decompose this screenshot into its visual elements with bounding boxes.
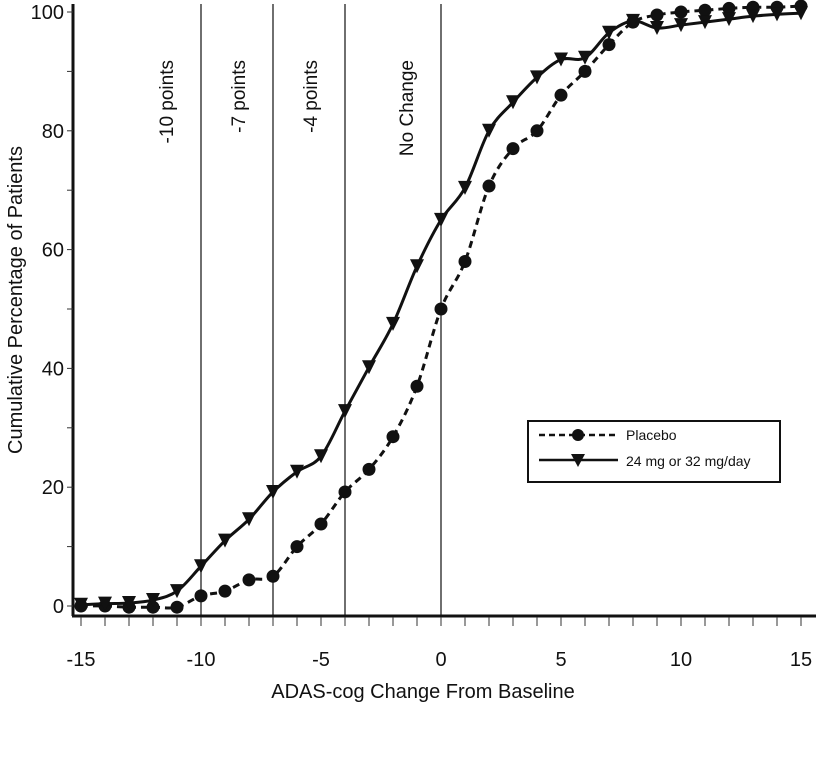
legend-box — [527, 420, 781, 483]
data-point — [386, 316, 400, 331]
data-point — [290, 464, 304, 479]
data-point — [266, 484, 280, 499]
axes — [71, 4, 816, 618]
data-point — [434, 302, 448, 316]
data-point — [242, 512, 256, 527]
data-point — [578, 50, 592, 65]
x-ticks: -15 -10 -5 0 5 10 15 — [67, 617, 812, 671]
data-point — [530, 124, 544, 138]
data-point — [458, 180, 472, 195]
x-tick-label: 10 — [670, 649, 692, 671]
data-point — [506, 95, 520, 110]
data-point — [290, 540, 304, 554]
x-tick-label: 15 — [790, 649, 812, 671]
series — [74, 0, 808, 614]
y-tick-label: 40 — [42, 358, 64, 380]
data-point — [242, 573, 256, 587]
data-point — [410, 379, 424, 393]
legend: Placebo 24 mg or 32 mg/day — [527, 420, 781, 483]
data-point — [746, 9, 760, 24]
data-point — [218, 584, 232, 598]
data-point — [698, 3, 712, 17]
data-point — [170, 600, 184, 614]
data-point — [770, 7, 784, 22]
data-point — [194, 589, 208, 603]
data-point — [314, 449, 328, 464]
y-tick-label: 60 — [42, 240, 64, 262]
data-point — [458, 254, 472, 268]
data-point — [338, 404, 352, 419]
data-point — [170, 584, 184, 599]
data-point — [482, 123, 496, 138]
data-point — [410, 259, 424, 274]
data-point — [698, 15, 712, 30]
x-tick-label: -5 — [312, 649, 330, 671]
data-point — [146, 600, 160, 614]
data-point — [650, 21, 664, 36]
legend-drug-marker — [571, 454, 585, 467]
x-tick-label: 0 — [435, 649, 446, 671]
reference-line-label: -7 points — [229, 60, 250, 133]
legend-placebo-marker — [572, 429, 584, 441]
data-point — [626, 13, 640, 28]
data-point — [578, 64, 592, 78]
data-point — [98, 596, 112, 611]
y-ticks: 0 20 40 60 80 100 — [31, 2, 73, 618]
data-point — [122, 596, 136, 611]
data-point — [530, 70, 544, 85]
y-tick-label: 100 — [31, 2, 64, 24]
data-point — [314, 517, 328, 531]
data-point — [146, 593, 160, 608]
y-tick-label: 0 — [53, 596, 64, 618]
reference-line-label: No Change — [397, 60, 418, 156]
data-point — [674, 18, 688, 33]
data-point — [74, 597, 88, 612]
data-point — [506, 142, 520, 156]
y-tick-label: 20 — [42, 477, 64, 499]
x-tick-label: 5 — [555, 649, 566, 671]
reference-line-label: -4 points — [301, 60, 322, 133]
data-point — [602, 25, 616, 40]
data-point — [554, 88, 568, 102]
data-point — [386, 430, 400, 444]
data-point — [218, 533, 232, 548]
x-tick-label: -15 — [67, 649, 96, 671]
data-point — [650, 8, 664, 22]
data-point — [434, 212, 448, 227]
data-point — [338, 485, 352, 499]
reference-line-label: -10 points — [157, 60, 178, 143]
x-axis-label: ADAS-cog Change From Baseline — [271, 681, 574, 703]
data-point — [674, 5, 688, 19]
legend-drug-label: 24 mg or 32 mg/day — [626, 453, 751, 469]
data-point — [482, 179, 496, 193]
data-point — [362, 360, 376, 375]
data-point — [794, 6, 808, 21]
data-point — [194, 559, 208, 574]
data-point — [602, 38, 616, 52]
data-point — [722, 1, 736, 15]
x-tick-label: -10 — [187, 649, 216, 671]
data-point — [362, 462, 376, 476]
y-axis-label: Cumulative Percentage of Patients — [5, 146, 27, 454]
y-tick-label: 80 — [42, 121, 64, 143]
data-point — [722, 12, 736, 27]
data-point — [266, 569, 280, 583]
legend-placebo-label: Placebo — [626, 427, 677, 443]
data-point — [554, 52, 568, 67]
series-24-32mg — [74, 6, 808, 612]
